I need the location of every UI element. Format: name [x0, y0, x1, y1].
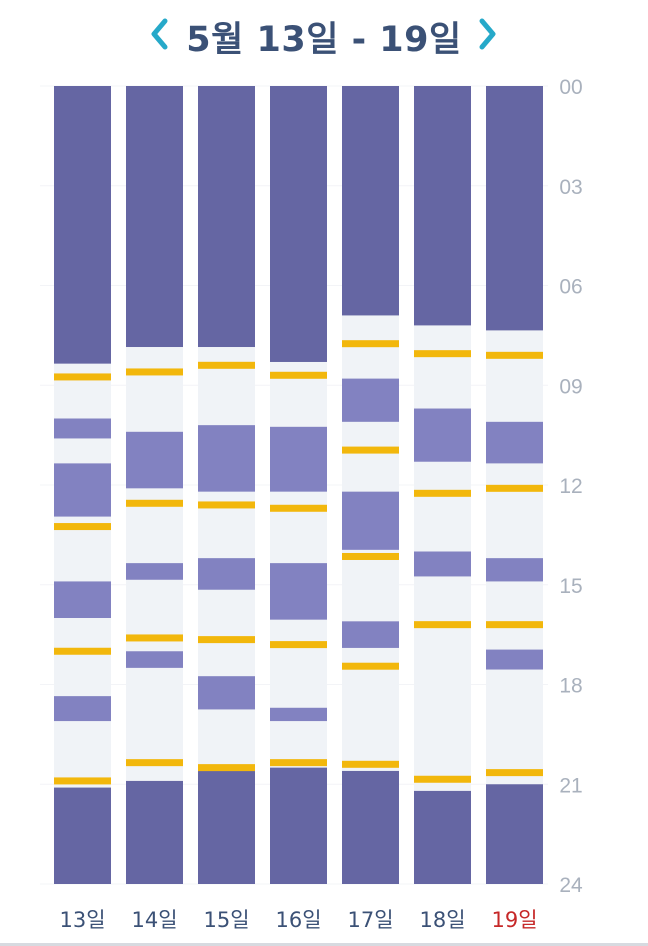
y-tick-label: 15	[559, 575, 582, 598]
nap-block	[126, 651, 183, 668]
nap-block	[414, 408, 471, 462]
nap-block	[54, 696, 111, 722]
feeding-marker	[414, 775, 471, 783]
feeding-marker	[126, 499, 183, 507]
feeding-marker	[54, 373, 111, 381]
feeding-marker	[54, 647, 111, 655]
feeding-marker	[342, 340, 399, 348]
nap-block	[198, 676, 255, 710]
nap-block	[486, 558, 543, 582]
y-tick-label: 00	[559, 76, 582, 99]
day-label: 13일	[59, 908, 105, 932]
feeding-marker	[486, 484, 543, 492]
day-label: 16일	[275, 908, 321, 932]
sleep-block	[126, 86, 183, 348]
nap-block	[54, 463, 111, 517]
feeding-marker	[486, 769, 543, 777]
nap-block	[342, 491, 399, 550]
nap-block	[198, 425, 255, 492]
day-label: 19일	[491, 908, 537, 932]
feeding-marker	[270, 641, 327, 649]
nap-block	[270, 707, 327, 722]
feeding-marker	[342, 662, 399, 670]
y-tick-label: 18	[559, 675, 582, 698]
y-tick-label: 24	[559, 874, 583, 897]
nap-block	[342, 378, 399, 422]
feeding-marker	[270, 759, 327, 767]
feeding-marker	[126, 634, 183, 642]
feeding-marker	[342, 760, 399, 768]
next-week-button[interactable]	[472, 16, 502, 52]
feeding-marker	[198, 361, 255, 369]
y-tick-label: 06	[559, 276, 582, 299]
feeding-marker	[198, 501, 255, 509]
feeding-marker	[198, 636, 255, 644]
feeding-marker	[414, 621, 471, 629]
feeding-marker	[414, 489, 471, 497]
y-tick-label: 03	[559, 176, 582, 199]
nap-block	[486, 421, 543, 464]
sleep-block	[54, 86, 111, 364]
feeding-marker	[414, 350, 471, 358]
sleep-block	[270, 767, 327, 884]
sleep-block	[198, 769, 255, 884]
y-tick-label: 12	[559, 475, 582, 498]
sleep-block	[198, 86, 255, 348]
nap-block	[198, 558, 255, 590]
sleep-block	[486, 86, 543, 331]
nap-block	[270, 426, 327, 492]
sleep-block	[126, 780, 183, 884]
day-label: 18일	[419, 908, 465, 932]
y-tick-label: 21	[559, 774, 582, 797]
day-label: 14일	[131, 908, 177, 932]
nap-block	[486, 649, 543, 670]
feeding-marker	[342, 552, 399, 560]
sleep-block	[54, 787, 111, 884]
day-label: 17일	[347, 908, 393, 932]
nap-block	[126, 563, 183, 580]
feeding-marker	[54, 777, 111, 785]
feeding-marker	[126, 368, 183, 376]
feeding-marker	[198, 764, 255, 772]
feeding-marker	[270, 371, 327, 379]
chevron-left-icon	[151, 18, 168, 50]
nap-block	[342, 621, 399, 648]
nap-block	[414, 551, 471, 577]
week-title: 5월 13일 - 19일	[186, 19, 462, 60]
sleep-block	[342, 770, 399, 884]
week-header: 5월 13일 - 19일	[0, 0, 648, 72]
sleep-block	[342, 86, 399, 316]
day-label: 15일	[203, 908, 249, 932]
nap-block	[270, 563, 327, 620]
sleep-block	[414, 86, 471, 326]
sleep-block	[270, 86, 327, 362]
feeding-marker	[126, 759, 183, 767]
nap-block	[126, 431, 183, 489]
sleep-block	[414, 790, 471, 884]
nap-block	[54, 418, 111, 439]
bottom-divider	[0, 943, 648, 946]
feeding-marker	[486, 621, 543, 629]
y-tick-label: 09	[559, 375, 582, 398]
sleep-block	[486, 784, 543, 884]
feeding-marker	[54, 523, 111, 531]
nap-block	[54, 581, 111, 618]
feeding-marker	[486, 351, 543, 359]
feeding-marker	[342, 446, 399, 454]
feeding-marker	[270, 504, 327, 512]
chevron-right-icon	[479, 18, 496, 50]
prev-week-button[interactable]	[145, 16, 175, 52]
